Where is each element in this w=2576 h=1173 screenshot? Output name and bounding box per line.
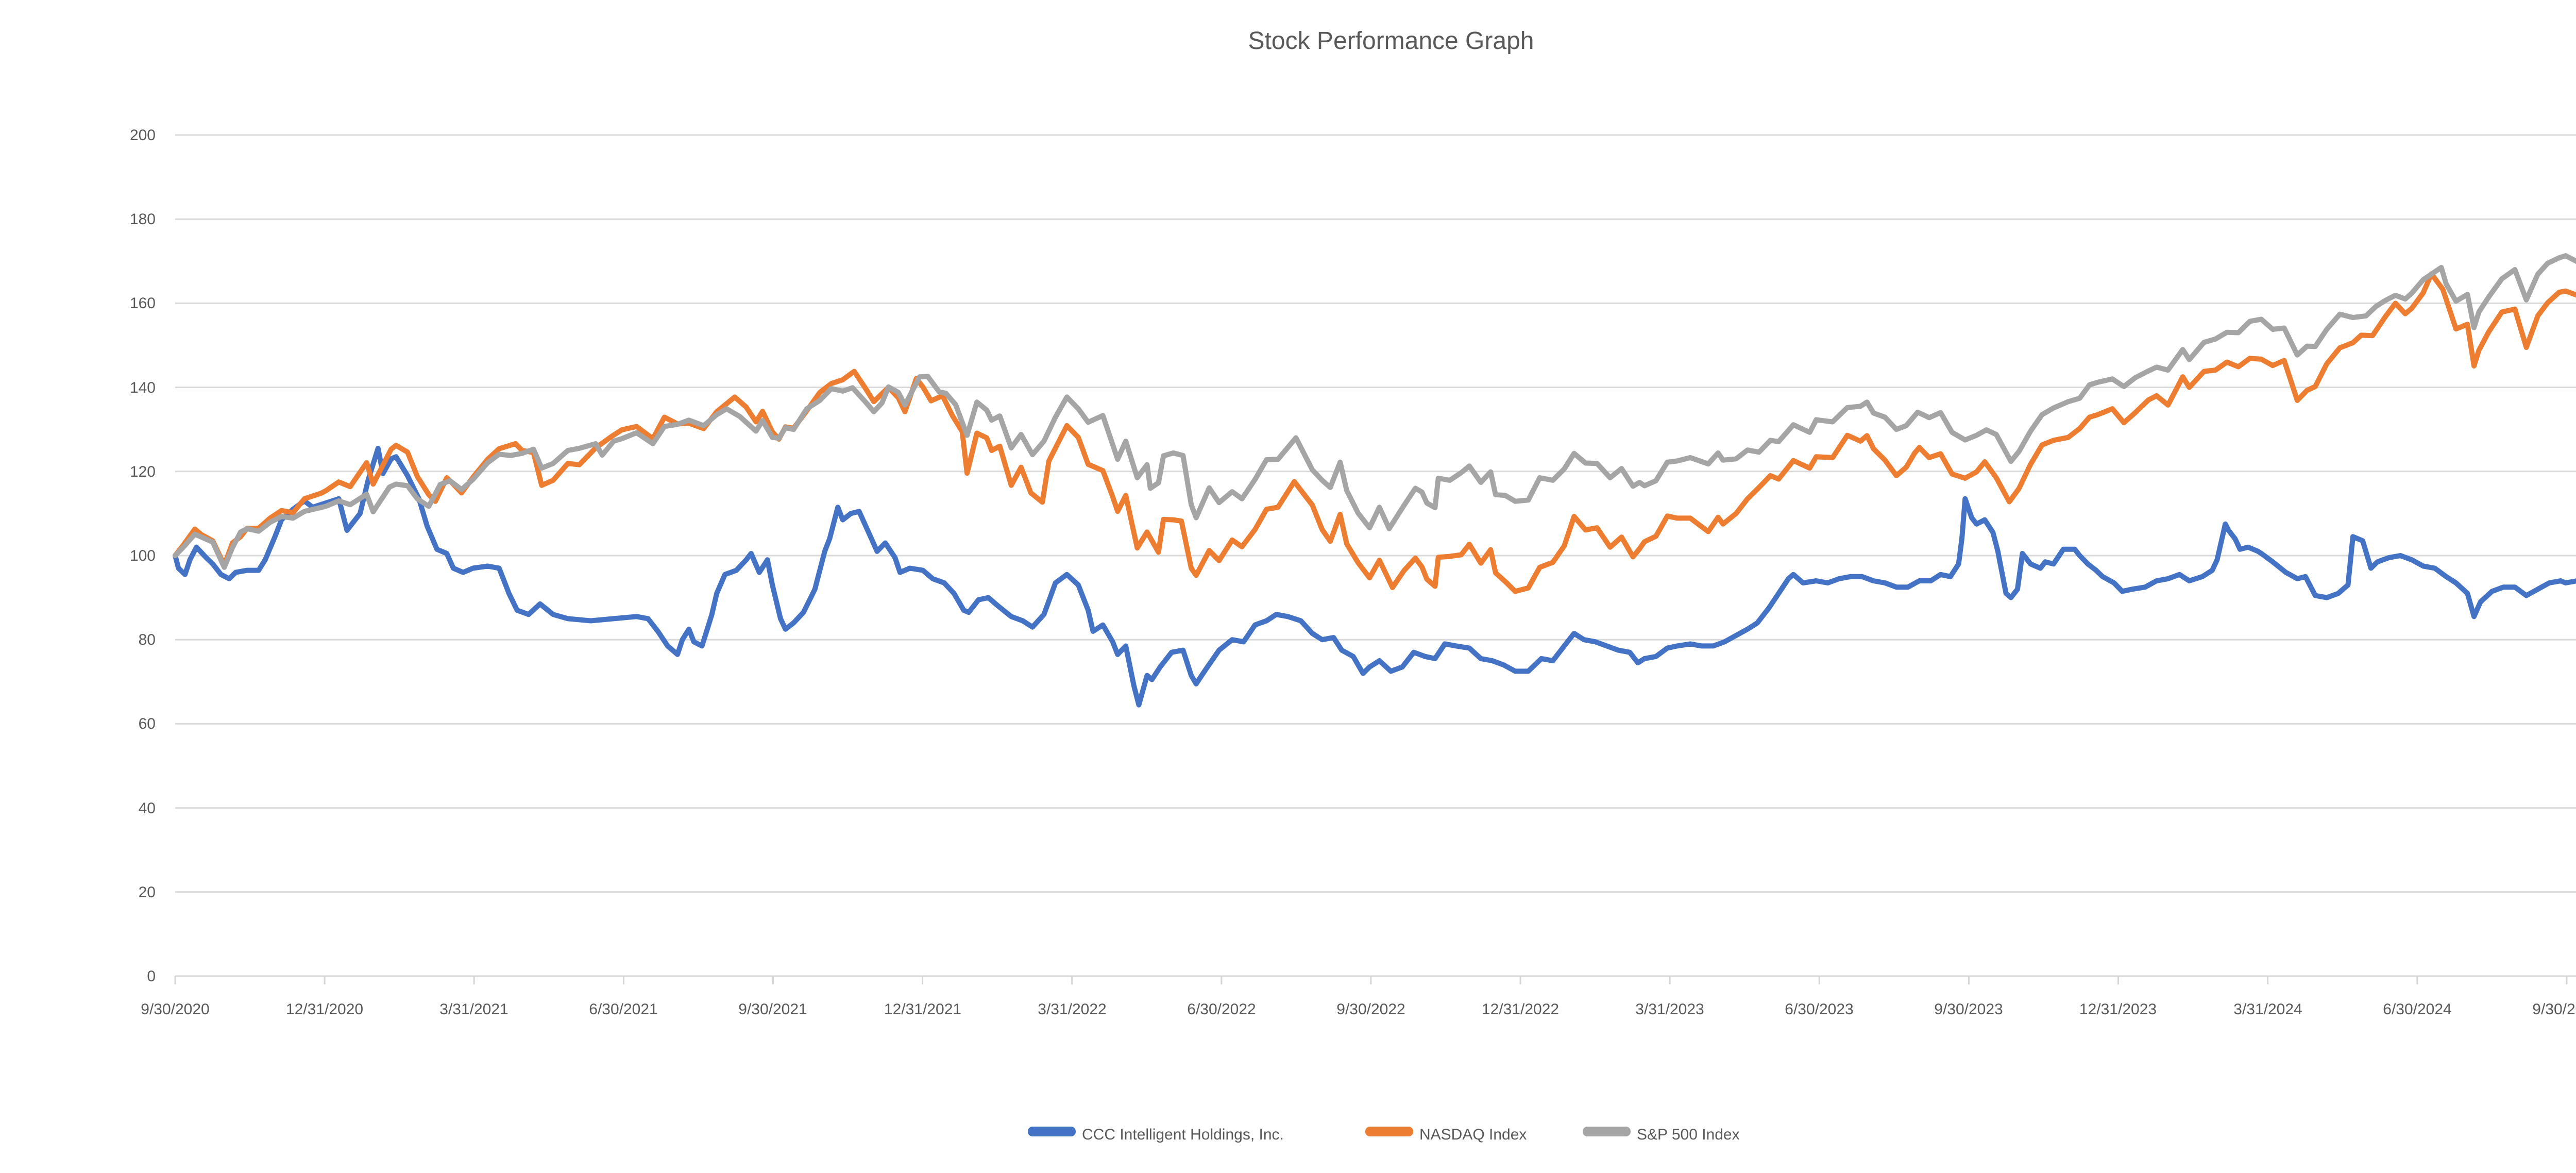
- y-tick-label: 20: [139, 884, 156, 901]
- x-tick-label: 3/31/2022: [1038, 1001, 1106, 1018]
- x-tick-label: 3/31/2024: [2233, 1001, 2302, 1018]
- x-tick-label: 6/30/2021: [589, 1001, 657, 1018]
- y-tick-label: 40: [139, 800, 156, 817]
- chart-title: Stock Performance Graph: [1248, 27, 1534, 55]
- legend-label-sp500: S&P 500 Index: [1637, 1126, 1740, 1143]
- series-line-s-p-500-index: [173, 253, 2576, 570]
- x-tick-label: 9/30/2024: [2532, 1001, 2576, 1018]
- x-tick-label: 6/30/2023: [1785, 1001, 1853, 1018]
- x-tick-label: 12/31/2021: [884, 1001, 961, 1018]
- y-tick-label: 120: [130, 463, 156, 480]
- x-tick-label: 9/30/2020: [141, 1001, 209, 1018]
- x-tick-label: 6/30/2024: [2383, 1001, 2451, 1018]
- legend: CCC Intelligent Holdings, Inc. NASDAQ In…: [1028, 1126, 1740, 1143]
- legend-swatch-sp500: [1583, 1127, 1631, 1136]
- y-tick-label: 180: [130, 211, 156, 228]
- legend-swatch-nasdaq: [1365, 1127, 1413, 1136]
- x-tick-label: 9/30/2023: [1934, 1001, 2003, 1018]
- x-tick-label: 9/30/2022: [1336, 1001, 1405, 1018]
- x-tick-label: 12/31/2023: [2079, 1001, 2157, 1018]
- x-axis-labels: 9/30/2020 12/31/2020 3/31/2021 6/30/2021…: [141, 1001, 2576, 1018]
- y-axis-labels: 0 20 40 60 80 100 120 140 160 180 200: [130, 127, 156, 985]
- series-line-nasdaq-index: [173, 271, 2576, 594]
- y-tick-label: 140: [130, 379, 156, 396]
- x-tick-label: 3/31/2023: [1635, 1001, 1704, 1018]
- x-tick-label: 9/30/2021: [738, 1001, 807, 1018]
- x-tick-label: 12/31/2022: [1482, 1001, 1559, 1018]
- x-tick-label: 12/31/2020: [286, 1001, 363, 1018]
- x-tick-label: 3/31/2021: [439, 1001, 508, 1018]
- x-tick-label: 6/30/2022: [1187, 1001, 1256, 1018]
- y-tick-label: 160: [130, 295, 156, 312]
- y-tick-label: 0: [147, 968, 156, 985]
- y-tick-label: 100: [130, 547, 156, 564]
- legend-label-nasdaq: NASDAQ Index: [1419, 1126, 1527, 1143]
- legend-swatch-ccc: [1028, 1127, 1076, 1136]
- y-tick-label: 80: [139, 631, 156, 648]
- legend-label-ccc: CCC Intelligent Holdings, Inc.: [1082, 1126, 1284, 1143]
- series-line-ccc-intelligent-holdings-inc-: [173, 445, 2576, 708]
- x-axis-line: [174, 975, 2576, 984]
- y-tick-label: 60: [139, 715, 156, 732]
- y-tick-label: 200: [130, 127, 156, 144]
- series-lines: [173, 253, 2576, 708]
